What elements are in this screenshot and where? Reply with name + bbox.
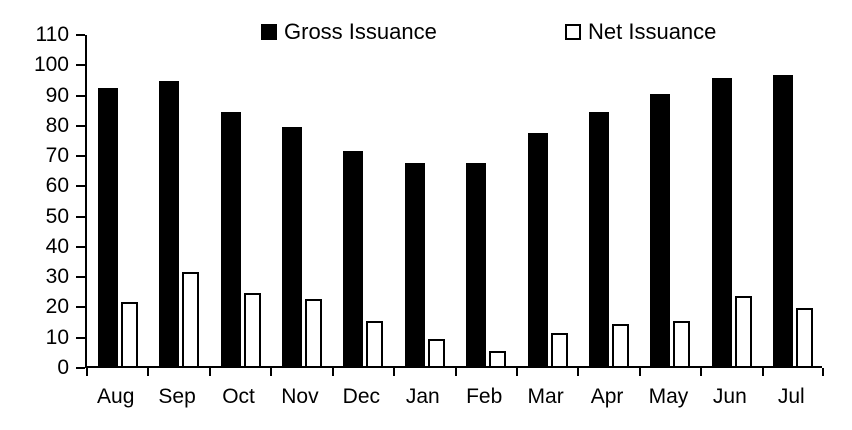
net-issuance-swatch-icon (565, 24, 581, 40)
legend-label-gross-issuance: Gross Issuance (284, 19, 437, 44)
x-axis-label-jun: Jun (712, 385, 747, 408)
x-axis-label-mar: Mar (527, 385, 564, 408)
gross-issuance-swatch-icon (261, 24, 277, 40)
bar-gross-issuance-jan (404, 163, 425, 366)
bar-net-issuance-mar (550, 332, 568, 366)
y-axis-tick-label: 80 (45, 113, 69, 137)
x-axis-label-jul: Jul (777, 385, 805, 408)
x-axis-tick (700, 368, 703, 376)
bar-gross-issuance-jun (711, 78, 732, 366)
x-axis-label-aug: Aug (97, 385, 135, 408)
legend-item-net-issuance: Net Issuance (565, 20, 716, 44)
y-axis-tick (76, 94, 85, 97)
bar-group-sep (148, 35, 209, 366)
y-axis-tick (76, 64, 85, 67)
x-axis-label-nov: Nov (281, 385, 319, 408)
bar-gross-issuance-feb (466, 163, 487, 366)
y-axis-tick (76, 276, 85, 279)
bar-group-oct (210, 35, 271, 366)
y-axis-tick (76, 155, 85, 158)
y-axis-tick-label: 20 (45, 295, 69, 319)
y-axis-tick (76, 367, 85, 369)
bar-group-apr (578, 35, 639, 366)
y-axis-tick (76, 215, 85, 218)
bar-net-issuance-nov (304, 299, 322, 366)
x-axis-label-oct: Oct (222, 385, 255, 408)
y-axis-tick (76, 245, 85, 248)
legend-label-net-issuance: Net Issuance (588, 19, 717, 44)
plot-area: 0 10 20 30 40 50 60 70 80 90 100 110 (34, 23, 824, 379)
y-axis-tick-label: 70 (45, 144, 69, 168)
bar-gross-issuance-dec (343, 151, 364, 366)
x-axis-tick (331, 368, 334, 376)
bar-group-may (640, 35, 701, 366)
bar-gross-issuance-oct (220, 111, 241, 366)
y-axis-tick-label: 90 (45, 83, 69, 107)
y-axis-tick-label: 100 (33, 53, 69, 77)
bar-group-nov (271, 35, 332, 366)
x-axis-tick (147, 368, 150, 376)
bar-net-issuance-may (673, 320, 691, 366)
x-axis-tick (577, 368, 580, 376)
bar-gross-issuance-mar (527, 132, 548, 366)
y-axis-tick (76, 306, 85, 309)
bar-gross-issuance-aug (97, 87, 118, 366)
bar-gross-issuance-nov (281, 126, 302, 366)
y-axis-tick-label: 30 (45, 265, 69, 289)
bar-group-jul (763, 35, 824, 366)
x-axis-label-feb: Feb (466, 385, 503, 408)
x-axis-tick (208, 368, 211, 376)
bar-gross-issuance-apr (589, 111, 610, 366)
x-axis-tick (393, 368, 396, 376)
x-axis-label-jan: Jan (405, 385, 440, 408)
y-axis-tick (76, 34, 85, 36)
x-axis-label-sep: Sep (158, 385, 196, 408)
bar-net-issuance-feb (489, 350, 507, 366)
bar-net-issuance-apr (612, 323, 630, 366)
y-axis-tick-label: 0 (57, 356, 69, 379)
bar-group-mar (517, 35, 578, 366)
bar-group-aug (87, 35, 148, 366)
bar-net-issuance-dec (366, 320, 384, 366)
bar-group-jan (394, 35, 455, 366)
bar-net-issuance-aug (120, 302, 138, 366)
bar-group-dec (333, 35, 394, 366)
x-axis-tick (270, 368, 273, 376)
y-axis-tick-label: 50 (45, 204, 69, 228)
x-axis-tick (515, 368, 518, 376)
bar-group-feb (456, 35, 517, 366)
x-axis-labels: Aug Sep Oct Nov Dec Jan Feb Mar Apr May Jun Jul (85, 384, 822, 412)
x-axis-label-dec: Dec (342, 385, 381, 408)
y-axis-tick-label: 60 (45, 174, 69, 198)
legend-item-gross-issuance: Gross Issuance (261, 20, 437, 44)
y-axis-tick (76, 185, 85, 188)
y-axis-tick (76, 336, 85, 339)
bar-gross-issuance-sep (159, 81, 180, 366)
x-axis-label-apr: Apr (590, 385, 624, 408)
bar-gross-issuance-jul (773, 75, 794, 366)
bar-net-issuance-jan (427, 338, 445, 366)
x-axis-tick (454, 368, 457, 376)
x-axis-tick (822, 368, 824, 376)
y-axis-tick-label: 40 (45, 234, 69, 258)
y-axis-tick (76, 124, 85, 127)
x-axis-tick (761, 368, 764, 376)
y-axis-tick-label: 110 (35, 23, 69, 46)
x-axis-tick (638, 368, 641, 376)
bar-net-issuance-sep (182, 272, 200, 366)
x-axis-tick (86, 368, 88, 376)
bar-net-issuance-oct (243, 293, 261, 366)
bar-net-issuance-jul (796, 308, 814, 366)
y-axis-tick-label: 10 (45, 325, 69, 349)
x-axis-label-may: May (648, 385, 689, 408)
bar-gross-issuance-may (650, 93, 671, 366)
bar-net-issuance-jun (734, 296, 752, 366)
bar-group-jun (701, 35, 762, 366)
